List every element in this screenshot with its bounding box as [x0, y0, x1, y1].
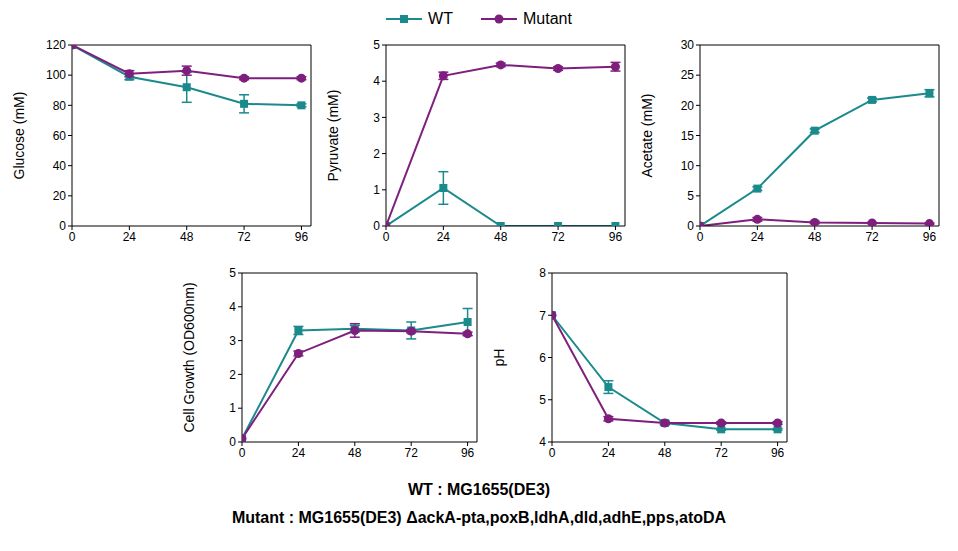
svg-text:0: 0: [373, 219, 380, 233]
svg-text:1: 1: [229, 401, 236, 415]
svg-text:5: 5: [229, 266, 236, 280]
svg-text:5: 5: [539, 393, 546, 407]
svg-text:2: 2: [229, 368, 236, 382]
svg-text:0: 0: [549, 446, 556, 460]
svg-text:120: 120: [46, 38, 66, 52]
svg-text:48: 48: [658, 446, 672, 460]
svg-text:0: 0: [697, 230, 704, 244]
svg-text:24: 24: [751, 230, 765, 244]
svg-text:0: 0: [229, 435, 236, 449]
svg-text:24: 24: [292, 446, 306, 460]
svg-text:4: 4: [373, 74, 380, 88]
svg-text:72: 72: [405, 446, 419, 460]
svg-text:96: 96: [295, 230, 309, 244]
svg-text:Cell Growth (OD600nm): Cell Growth (OD600nm): [181, 282, 197, 432]
svg-text:72: 72: [715, 446, 729, 460]
svg-text:Pyruvate (mM): Pyruvate (mM): [325, 90, 341, 182]
svg-text:24: 24: [602, 446, 616, 460]
svg-text:Acetate (mM): Acetate (mM): [639, 93, 655, 177]
svg-text:3: 3: [229, 334, 236, 348]
svg-text:0: 0: [59, 219, 66, 233]
svg-text:0: 0: [239, 446, 246, 460]
html-text:WT: WT: [428, 10, 453, 27]
svg-text:0: 0: [687, 219, 694, 233]
svg-text:4: 4: [229, 300, 236, 314]
svg-text:1: 1: [373, 183, 380, 197]
svg-text:96: 96: [609, 230, 623, 244]
svg-text:pH: pH: [491, 349, 507, 367]
svg-text:24: 24: [437, 230, 451, 244]
svg-text:96: 96: [771, 446, 785, 460]
svg-text:2: 2: [373, 147, 380, 161]
svg-text:72: 72: [551, 230, 565, 244]
svg-text:80: 80: [53, 99, 67, 113]
svg-text:48: 48: [348, 446, 362, 460]
svg-text:48: 48: [808, 230, 822, 244]
svg-text:3: 3: [373, 111, 380, 125]
html-text:Mutant : MG1655(DE3) ΔackA-pta: Mutant : MG1655(DE3) ΔackA-pta,poxB,ldhA…: [231, 509, 727, 526]
svg-text:96: 96: [461, 446, 475, 460]
svg-text:6: 6: [539, 351, 546, 365]
svg-text:60: 60: [53, 129, 67, 143]
svg-text:72: 72: [237, 230, 251, 244]
svg-text:24: 24: [123, 230, 137, 244]
svg-text:40: 40: [53, 159, 67, 173]
svg-text:48: 48: [180, 230, 194, 244]
svg-text:4: 4: [539, 435, 546, 449]
svg-text:0: 0: [69, 230, 76, 244]
svg-text:100: 100: [46, 68, 66, 82]
svg-text:72: 72: [865, 230, 879, 244]
svg-text:20: 20: [681, 99, 695, 113]
svg-text:48: 48: [494, 230, 508, 244]
svg-text:20: 20: [53, 189, 67, 203]
svg-text:5: 5: [373, 38, 380, 52]
svg-text:8: 8: [539, 266, 546, 280]
svg-text:0: 0: [383, 230, 390, 244]
svg-text:15: 15: [681, 129, 695, 143]
svg-text:96: 96: [923, 230, 937, 244]
svg-text:25: 25: [681, 68, 695, 82]
svg-text:30: 30: [681, 38, 695, 52]
svg-text:5: 5: [687, 189, 694, 203]
html-text:WT : MG1655(DE3): WT : MG1655(DE3): [407, 481, 551, 498]
svg-text:7: 7: [539, 309, 546, 323]
svg-text:10: 10: [681, 159, 695, 173]
svg-text:Glucose (mM): Glucose (mM): [11, 92, 27, 180]
html-text:Mutant: Mutant: [523, 10, 572, 27]
